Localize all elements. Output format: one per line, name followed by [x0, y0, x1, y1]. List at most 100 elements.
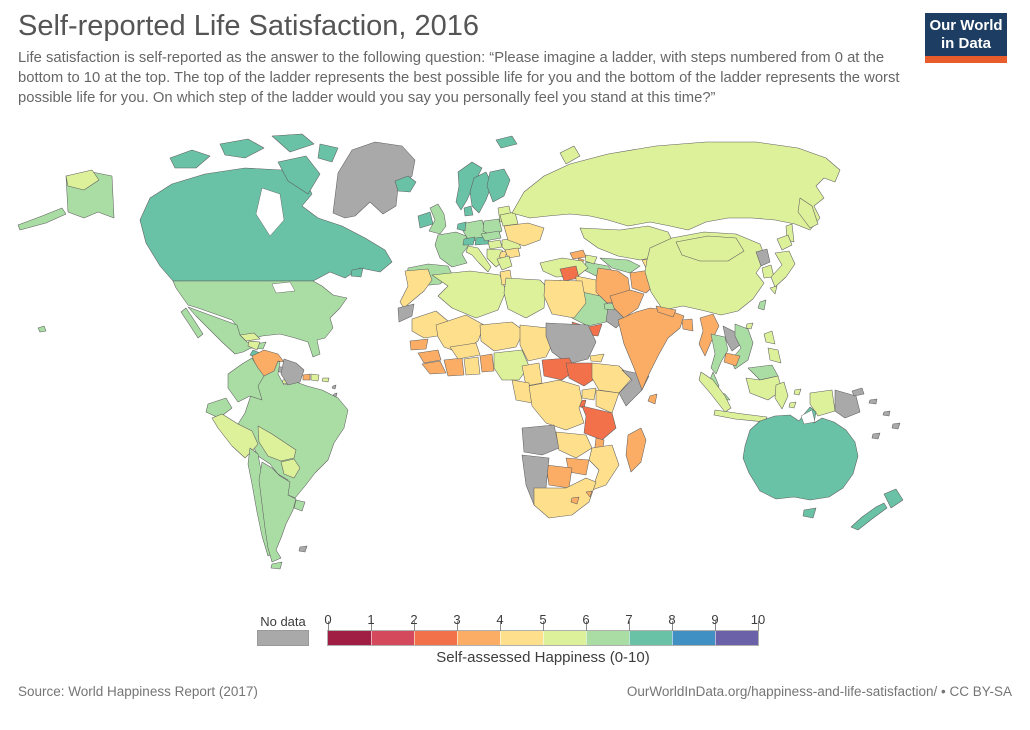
country-bulgaria[interactable]	[504, 247, 521, 259]
country-denmark[interactable]	[463, 205, 474, 217]
country-canada-arctic-4[interactable]	[317, 143, 339, 163]
country-taiwan[interactable]	[757, 299, 767, 311]
country-japan-honshu[interactable]	[770, 250, 796, 288]
country-canada-arctic-2[interactable]	[219, 138, 265, 159]
country-ireland[interactable]	[417, 211, 434, 229]
country-pacific-4[interactable]	[891, 422, 901, 430]
legend-bin-5-6[interactable]	[543, 631, 586, 645]
country-egypt[interactable]	[543, 279, 587, 319]
country-ecuador[interactable]	[205, 397, 233, 419]
country-new-zealand-south[interactable]	[850, 502, 888, 531]
country-bolivia[interactable]	[257, 425, 297, 462]
country-canada-arctic-3[interactable]	[271, 133, 315, 153]
country-cameroon[interactable]	[521, 362, 543, 387]
country-usa[interactable]	[172, 280, 348, 358]
country-georgia[interactable]	[569, 249, 587, 260]
country-uzbekistan[interactable]	[599, 257, 641, 274]
country-botswana[interactable]	[545, 464, 573, 489]
country-indonesia-moluccas-1[interactable]	[793, 388, 802, 396]
country-morocco[interactable]	[399, 268, 433, 309]
legend-bin-7-8[interactable]	[629, 631, 672, 645]
country-hungary[interactable]	[487, 239, 503, 250]
country-madagascar[interactable]	[625, 427, 647, 473]
country-drc[interactable]	[528, 379, 585, 431]
country-mozambique[interactable]	[588, 444, 620, 491]
country-new-zealand-north[interactable]	[883, 488, 904, 509]
country-china-hainan[interactable]	[745, 322, 754, 330]
country-congo-gabon[interactable]	[511, 379, 533, 404]
country-nigeria[interactable]	[493, 349, 530, 381]
country-sierra-leone-liberia[interactable]	[421, 360, 447, 375]
country-western-sahara[interactable]	[397, 303, 415, 323]
country-czech-slovakia[interactable]	[480, 230, 502, 242]
country-laos[interactable]	[722, 325, 742, 352]
country-lesotho[interactable]	[570, 496, 580, 505]
country-russia-kamchatka[interactable]	[797, 197, 819, 229]
legend-bin-6-7[interactable]	[586, 631, 629, 645]
country-pacific-1[interactable]	[851, 387, 865, 397]
country-japan-kyushu[interactable]	[769, 285, 778, 295]
country-usa-hawaii[interactable]	[37, 325, 47, 333]
country-zambia[interactable]	[555, 431, 593, 459]
country-colombia[interactable]	[227, 357, 265, 403]
country-myanmar[interactable]	[698, 313, 720, 357]
legend-bin-3-4[interactable]	[457, 631, 500, 645]
country-falkland-islands[interactable]	[298, 545, 308, 553]
country-niger[interactable]	[479, 321, 525, 352]
country-ukraine[interactable]	[503, 222, 545, 247]
country-pacific-3[interactable]	[882, 410, 891, 417]
country-guyanas[interactable]	[280, 358, 305, 386]
country-indonesia-west-papua[interactable]	[809, 389, 836, 417]
country-cambodia[interactable]	[723, 352, 741, 367]
country-dominican-republic[interactable]	[310, 373, 320, 382]
country-philippines-mindanao[interactable]	[767, 347, 782, 364]
country-libya[interactable]	[503, 277, 547, 319]
country-mexico-baja[interactable]	[180, 307, 204, 339]
country-pakistan[interactable]	[609, 289, 645, 319]
legend-bin-0-1[interactable]	[328, 631, 371, 645]
country-azerbaijan[interactable]	[584, 254, 598, 265]
country-benelux[interactable]	[456, 221, 467, 232]
credit-link[interactable]: OurWorldInData.org/happiness-and-life-sa…	[626, 684, 1012, 699]
country-south-sudan[interactable]	[565, 362, 600, 387]
country-france[interactable]	[434, 231, 470, 268]
country-peru[interactable]	[211, 413, 259, 459]
country-tierra-del-fuego[interactable]	[270, 561, 283, 570]
country-bangladesh[interactable]	[681, 318, 694, 332]
owid-logo[interactable]: Our World in Data	[925, 13, 1007, 63]
country-papua-new-guinea[interactable]	[834, 389, 861, 419]
legend-bin-1-2[interactable]	[371, 631, 414, 645]
country-senegal[interactable]	[409, 338, 429, 351]
country-paraguay[interactable]	[280, 458, 301, 479]
legend-no-data-swatch[interactable]	[257, 630, 309, 646]
country-indonesia-sumatra[interactable]	[698, 371, 732, 413]
country-nepal[interactable]	[655, 305, 677, 318]
country-burkina-faso[interactable]	[449, 342, 481, 360]
country-ivory-coast[interactable]	[443, 357, 465, 377]
country-indonesia-moluccas-2[interactable]	[788, 401, 797, 409]
country-svalbard[interactable]	[495, 135, 518, 149]
legend-bin-8-9[interactable]	[672, 631, 715, 645]
country-australia[interactable]	[742, 406, 859, 501]
country-guatemala-honduras[interactable]	[239, 332, 261, 342]
country-togo-benin[interactable]	[479, 353, 495, 373]
country-philippines-luzon[interactable]	[763, 330, 776, 345]
country-indonesia-sulawesi[interactable]	[774, 381, 789, 410]
legend-bin-9-10[interactable]	[715, 631, 758, 645]
legend-bin-2-3[interactable]	[414, 631, 457, 645]
country-japan-hokkaido[interactable]	[776, 234, 793, 251]
country-russia-novaya-zemlya[interactable]	[559, 145, 581, 165]
country-indonesia-java[interactable]	[713, 409, 768, 423]
country-usa-aleutians[interactable]	[17, 207, 67, 231]
country-argentina[interactable]	[258, 461, 297, 563]
legend-bin-4-5[interactable]	[500, 631, 543, 645]
country-thailand[interactable]	[710, 333, 729, 375]
country-sudan[interactable]	[545, 322, 597, 365]
country-lesser-antilles-1[interactable]	[331, 384, 337, 390]
country-canada-newfoundland[interactable]	[350, 267, 364, 278]
country-uk[interactable]	[428, 203, 447, 235]
country-mongolia[interactable]	[675, 235, 745, 262]
country-sri-lanka[interactable]	[647, 393, 658, 405]
country-north-korea[interactable]	[755, 248, 771, 267]
country-canada-baffin[interactable]	[277, 155, 321, 195]
